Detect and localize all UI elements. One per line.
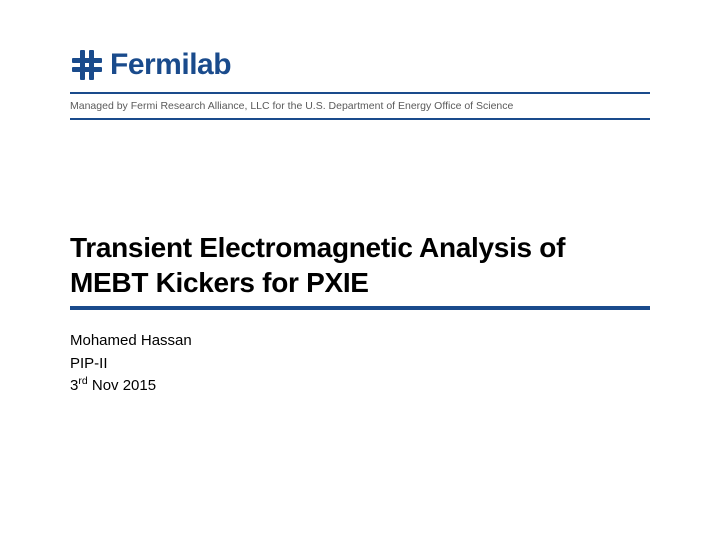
slide-title: Transient Electromagnetic Analysis of ME…: [70, 230, 650, 300]
header-block: Fermilab Managed by Fermi Research Allia…: [70, 48, 650, 120]
logo-row: Fermilab: [70, 48, 650, 82]
date-ordinal: rd: [78, 375, 87, 387]
title-underline: [70, 306, 650, 310]
header-rule-bottom: [70, 118, 650, 120]
title-block: Transient Electromagnetic Analysis of ME…: [70, 230, 650, 310]
fermilab-logo-icon: [70, 48, 104, 82]
author-line: Mohamed Hassan: [70, 330, 192, 353]
meta-block: Mohamed Hassan PIP-II 3rd Nov 2015: [70, 330, 192, 398]
management-line: Managed by Fermi Research Alliance, LLC …: [70, 94, 650, 118]
slide: Fermilab Managed by Fermi Research Allia…: [0, 0, 720, 540]
brand-name: Fermilab: [110, 48, 231, 82]
project-line: PIP-II: [70, 353, 192, 376]
date-line: 3rd Nov 2015: [70, 375, 192, 398]
date-rest: Nov 2015: [92, 377, 156, 394]
